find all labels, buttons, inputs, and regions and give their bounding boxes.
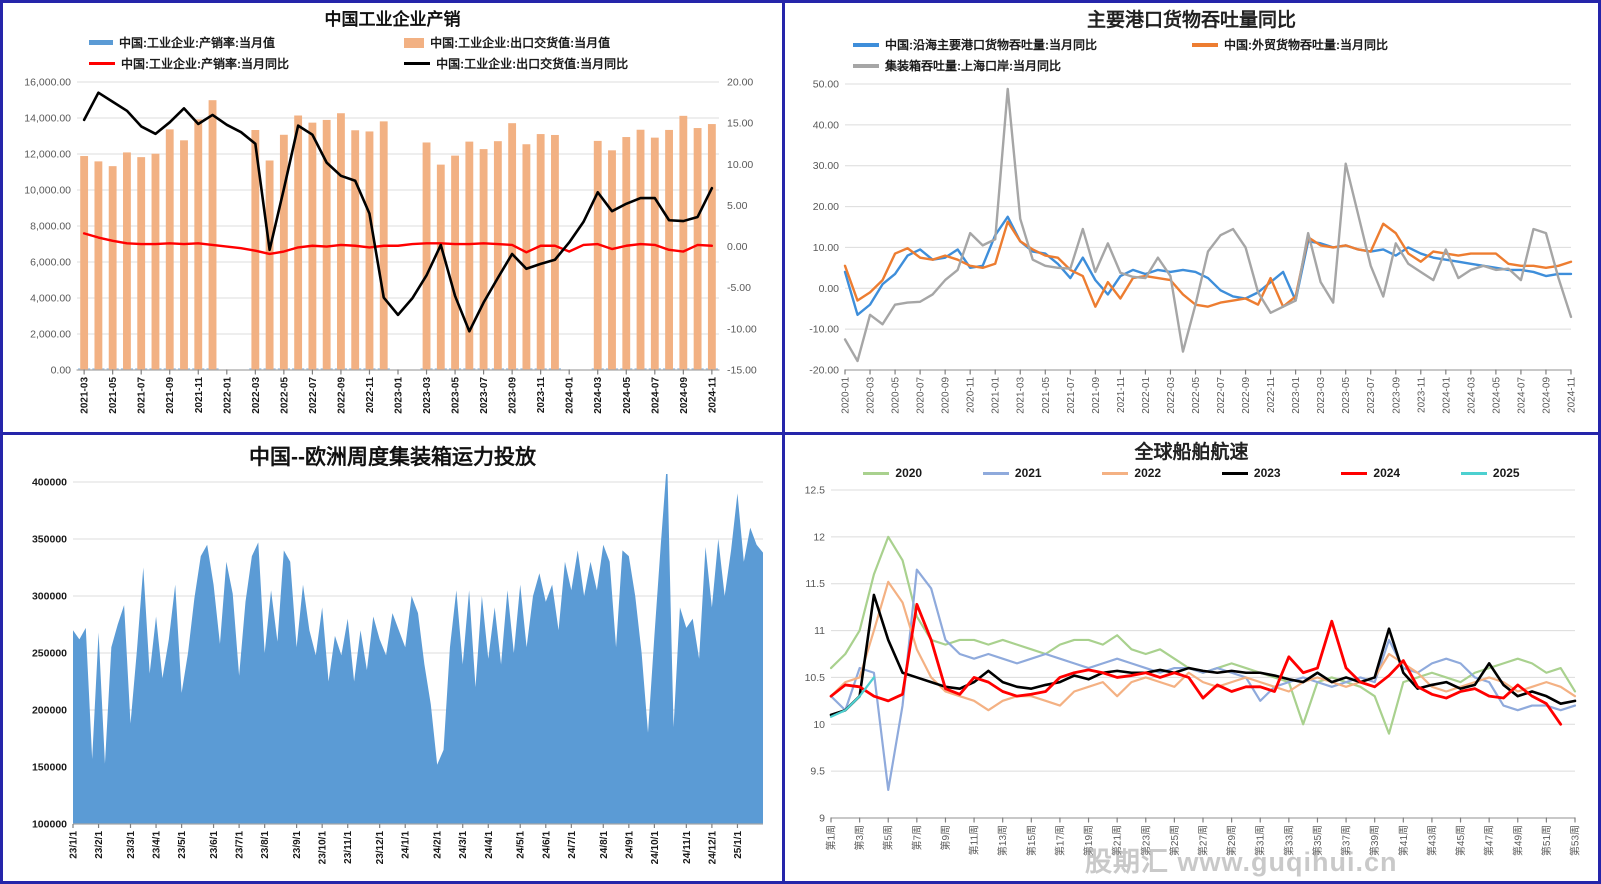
series-swatch-2021 bbox=[982, 471, 1009, 475]
series-swatch-2025 bbox=[1460, 471, 1487, 475]
panel-ship-speed: 全球船舶航速 2020 2021 2022 2023 2024 bbox=[785, 435, 1598, 881]
chart-title-container-capacity: 中国--欧洲周度集装箱运力投放 bbox=[249, 446, 536, 469]
legend-item-2023: 2023 bbox=[1221, 466, 1281, 480]
legend-label: 中国:工业企业:出口交货值:当月同比 bbox=[436, 57, 629, 71]
panel-industrial-production-sales: 中国工业企业产销 中国:工业企业:产销率:当月值 中国:工业企业:出口交货值:当… bbox=[3, 3, 782, 432]
industrial-production-sales-chart bbox=[11, 76, 771, 426]
legend-label: 2025 bbox=[1492, 466, 1520, 480]
legend-label: 中国:工业企业:产销率:当月值 bbox=[119, 36, 275, 50]
legend-label: 中国:工业企业:出口交货值:当月值 bbox=[430, 36, 611, 50]
series-swatch-gray bbox=[853, 63, 879, 68]
legend-item: 中国:工业企业:产销率:当月同比 bbox=[89, 55, 404, 72]
legend-item-2025: 2025 bbox=[1460, 466, 1520, 480]
series-swatch-orange bbox=[1192, 42, 1219, 47]
series-swatch-orange bbox=[404, 37, 425, 48]
chart-title-industrial: 中国工业企业产销 bbox=[324, 10, 461, 29]
legend-item: 中国:工业企业:出口交货值:当月同比 bbox=[404, 55, 774, 72]
series-swatch-2020 bbox=[863, 471, 890, 475]
legend-item-2022: 2022 bbox=[1102, 466, 1161, 480]
legend-item-2020: 2020 bbox=[863, 466, 922, 480]
chart-title-port-throughput: 主要港口货物吞吐量同比 bbox=[1086, 10, 1296, 31]
legend-ship-speed: 2020 2021 2022 2023 2024 2025 bbox=[793, 466, 1590, 480]
series-swatch-blue bbox=[853, 42, 879, 47]
series-swatch-2024 bbox=[1341, 471, 1368, 475]
series-swatch-black bbox=[404, 62, 431, 65]
legend-label: 2023 bbox=[1253, 466, 1281, 480]
legend-label: 集装箱吞吐量:上海口岸:当月同比 bbox=[885, 59, 1061, 73]
legend-item: 中国:工业企业:产销率:当月值 bbox=[89, 34, 404, 51]
container-capacity-chart bbox=[11, 474, 771, 874]
legend-item-2024: 2024 bbox=[1341, 466, 1400, 480]
legend-label: 中国:沿海主要港口货物吞吐量:当月同比 bbox=[885, 38, 1097, 52]
panel-container-capacity: 中国--欧洲周度集装箱运力投放 bbox=[3, 435, 782, 881]
series-swatch-2022 bbox=[1102, 471, 1129, 475]
legend-label: 中国:外贸货物吞吐量:当月同比 bbox=[1224, 38, 1389, 52]
port-throughput-chart bbox=[793, 78, 1583, 426]
panel-port-throughput: 主要港口货物吞吐量同比 中国:沿海主要港口货物吞吐量:当月同比 中国:外贸货物吞… bbox=[785, 3, 1598, 432]
series-swatch-2023 bbox=[1221, 471, 1248, 475]
legend-label: 中国:工业企业:产销率:当月同比 bbox=[121, 57, 289, 71]
legend-item: 中国:沿海主要港口货物吞吐量:当月同比 bbox=[853, 36, 1192, 53]
legend-label: 2021 bbox=[1014, 466, 1042, 480]
legend-item: 中国:工业企业:出口交货值:当月值 bbox=[404, 34, 774, 51]
ship-speed-chart bbox=[793, 484, 1583, 872]
series-swatch-blue bbox=[89, 40, 113, 45]
legend-label: 2020 bbox=[895, 466, 923, 480]
legend-item: 集装箱吞吐量:上海口岸:当月同比 bbox=[853, 57, 1192, 74]
legend-item: 中国:外贸货物吞吐量:当月同比 bbox=[1192, 36, 1590, 53]
legend-label: 2024 bbox=[1373, 466, 1401, 480]
legend-label: 2022 bbox=[1134, 466, 1162, 480]
legend-port-throughput: 中国:沿海主要港口货物吞吐量:当月同比 中国:外贸货物吞吐量:当月同比 集装箱吞… bbox=[793, 36, 1590, 74]
legend-industrial: 中国:工业企业:产销率:当月值 中国:工业企业:出口交货值:当月值 中国:工业企… bbox=[11, 34, 774, 72]
series-swatch-red bbox=[89, 62, 115, 65]
legend-item-2021: 2021 bbox=[982, 466, 1042, 480]
chart-title-ship-speed: 全球船舶航速 bbox=[1134, 442, 1249, 463]
